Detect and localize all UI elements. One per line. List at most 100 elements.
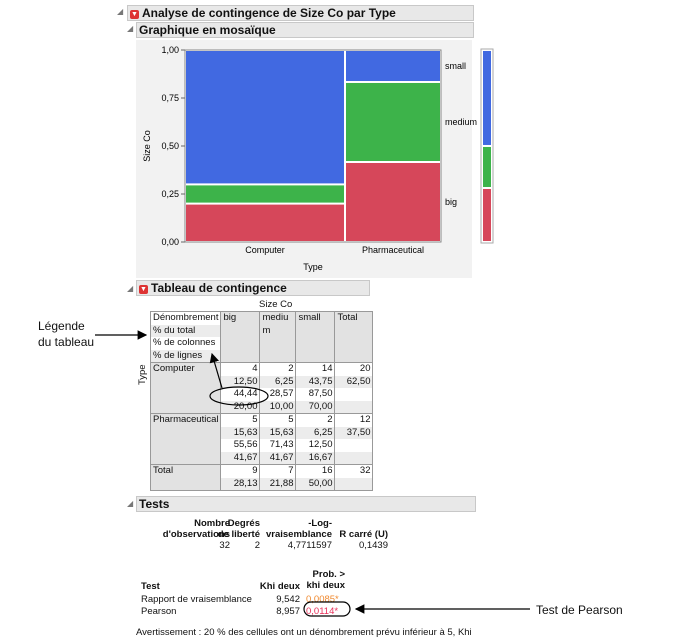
mosaic-title: Graphique en mosaïque	[139, 23, 276, 37]
legend-item: Dénombrement	[153, 312, 219, 323]
cell-value: 4	[252, 363, 258, 374]
col-header: -Log-	[308, 518, 332, 529]
marginal-tile-small	[483, 50, 491, 145]
col-header: R carré (U)	[339, 529, 388, 540]
cell-value: 12	[359, 414, 371, 425]
red-triangle-menu-icon[interactable]: ▼	[130, 10, 139, 19]
y-axis-label: Size Co	[142, 130, 152, 162]
col-header: Nombre	[194, 518, 230, 529]
row-variable-label: Type	[137, 364, 148, 385]
marginal-tile-medium	[483, 146, 491, 187]
table-cell: 2 6,25 12,50 16,67	[295, 413, 336, 465]
cell-value: 15,63	[260, 426, 296, 439]
table-header[interactable]: ▼ Tableau de contingence	[136, 280, 370, 296]
cell-value: 87,50	[308, 388, 333, 399]
cell-value: 20	[359, 363, 371, 374]
cell-value: 9	[252, 465, 258, 476]
collapse-icon[interactable]: ◢	[117, 7, 124, 16]
x-tick-label: Pharmaceutical	[362, 245, 424, 255]
cell-value: 5	[288, 414, 294, 425]
cell-value: 12,50	[308, 439, 333, 450]
cell-value: 7	[288, 465, 294, 476]
loglik-value: 4,7711597	[287, 540, 332, 551]
column-header: mediu m	[259, 311, 297, 363]
table-cell: 7 21,88	[259, 464, 297, 491]
cell-value: 55,56	[233, 439, 258, 450]
table-cell: 9 28,13	[220, 464, 261, 491]
x-axis-label: Type	[303, 262, 323, 272]
level-label: small	[445, 61, 466, 71]
cell-value: 70,00	[296, 400, 335, 413]
y-tick-label: 0,00	[161, 237, 179, 247]
test-col-header: Test	[141, 581, 160, 592]
table-cell: 12 37,50	[334, 413, 374, 465]
table-cell: 32	[334, 464, 374, 491]
mosaic-tile-small	[186, 51, 344, 184]
collapse-icon[interactable]: ◢	[127, 284, 134, 293]
collapse-icon[interactable]: ◢	[127, 499, 134, 508]
report-header[interactable]: ▼ Analyse de contingence de Size Co par T…	[127, 5, 474, 21]
row-label: Pharmaceutical	[149, 413, 222, 465]
cell-value: 10,00	[260, 400, 296, 413]
cell-value: 28,57	[269, 388, 294, 399]
mosaic-tile-big	[346, 162, 440, 241]
column-header: big	[220, 311, 261, 363]
col-header: d'observations	[162, 529, 230, 540]
cell-value: 43,75	[296, 375, 335, 388]
column-header: small	[295, 311, 336, 363]
cell-value: 15,63	[221, 426, 260, 439]
table-cell: 2 6,25 28,57 10,00	[259, 362, 297, 414]
collapse-icon[interactable]: ◢	[127, 24, 134, 33]
legend-annotation: Légende du tableau	[38, 319, 95, 349]
legend-item: % de colonnes	[153, 337, 216, 348]
table-cell: 5 15,63 55,56 41,67	[220, 413, 261, 465]
contingency-table: Dénombrement% du total% de colonnes% de …	[149, 311, 374, 491]
red-triangle-menu-icon[interactable]: ▼	[139, 285, 148, 294]
mosaic-tile-medium	[346, 82, 440, 161]
row-label: Total	[149, 464, 222, 491]
cell-value	[335, 439, 372, 452]
table-cell: 16 50,00	[295, 464, 336, 491]
cell-value: 16	[321, 465, 333, 476]
cell-value	[335, 451, 373, 464]
cell-value: 41,67	[221, 451, 260, 464]
pearson-annotation: Test de Pearson	[536, 603, 623, 617]
tests-header[interactable]: Tests	[136, 496, 476, 512]
col-header: vraisemblance	[265, 529, 332, 540]
table-cell: 4 12,50 44,44 20,00	[220, 362, 261, 414]
test-name: Rapport de vraisemblance	[141, 594, 252, 605]
legend-item: % de lignes	[151, 349, 221, 362]
cell-value: 21,88	[260, 477, 296, 490]
df-value: 2	[254, 540, 260, 551]
y-tick-label: 0,25	[161, 189, 179, 199]
chisq-value: 8,957	[276, 606, 300, 617]
cell-value: 2	[327, 414, 333, 425]
cell-value: 37,50	[335, 426, 373, 439]
cell-value	[335, 388, 372, 401]
cell-value: 50,00	[296, 477, 335, 490]
prob-col-header: Prob. >	[312, 569, 345, 580]
report-title: Analyse de contingence de Size Co par Ty…	[142, 6, 396, 20]
marginal-tile-big	[483, 188, 491, 241]
cell-value: 6,25	[260, 375, 296, 388]
mosaic-tile-big	[186, 204, 344, 241]
cell-value	[335, 477, 373, 490]
tests-title: Tests	[139, 497, 170, 511]
cell-value: 20,00	[221, 400, 260, 413]
mosaic-tile-medium	[186, 185, 344, 203]
x-tick-label: Computer	[245, 245, 285, 255]
cell-value: 71,43	[269, 439, 294, 450]
cell-value: 5	[252, 414, 258, 425]
n-value: 32	[219, 540, 230, 551]
cell-value: 16,67	[296, 451, 335, 464]
mosaic-tile-small	[346, 50, 440, 81]
mosaic-header[interactable]: Graphique en mosaïque	[136, 22, 474, 38]
p-value: 0,0085*	[306, 594, 339, 605]
warning-text: Avertissement : 20 % des cellules ont un…	[136, 627, 472, 638]
rsquare-value: 0,1439	[358, 540, 388, 551]
cell-value: 62,50	[335, 375, 373, 388]
cell-value: 12,50	[221, 375, 260, 388]
table-cell: 14 43,75 87,50 70,00	[295, 362, 336, 414]
cell-value: 41,67	[260, 451, 296, 464]
